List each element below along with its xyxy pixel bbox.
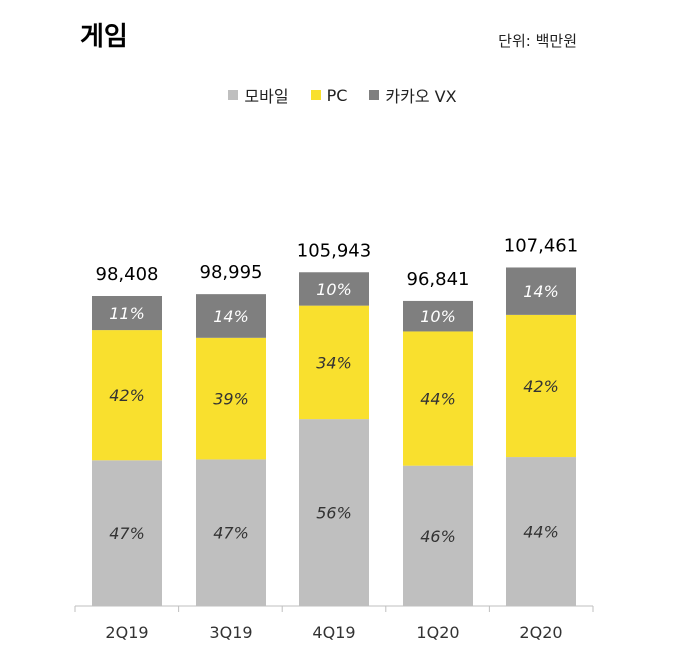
total-label-1q20: 96,841 [407, 269, 470, 290]
segment-label-pc-3q19: 39% [213, 390, 249, 409]
bar-segment-mobile-2q20 [506, 457, 576, 606]
legend-swatch-kakao-vx [369, 90, 380, 100]
total-label-2q20: 107,461 [504, 235, 578, 256]
legend-item-kakao-vx: 카카오 VX [369, 83, 457, 107]
total-label-3q19: 98,995 [200, 262, 263, 283]
chart-title: 게임 [80, 22, 128, 52]
legend: 모바일 PC 카카오 VX [0, 83, 685, 107]
segment-label-mobile-4q19: 56% [316, 504, 352, 523]
bar-segment-mobile-4q19 [299, 419, 369, 606]
segment-label-mobile-3q19: 47% [213, 524, 249, 543]
total-label-2q19: 98,408 [96, 264, 159, 285]
segment-label-kakao-vx-4q19: 10% [316, 280, 352, 299]
x-tick-label-2q20: 2Q20 [519, 623, 562, 642]
segment-label-kakao-vx-2q19: 11% [109, 304, 145, 323]
bar-segment-kakao-vx-4q19 [299, 272, 369, 306]
bar-segment-mobile-1q20 [403, 465, 473, 606]
bar-segment-mobile-3q19 [196, 459, 266, 606]
segment-label-mobile-1q20: 46% [420, 527, 456, 546]
legend-item-mobile: 모바일 [228, 83, 289, 107]
segment-label-kakao-vx-1q20: 10% [420, 307, 456, 326]
bar-segment-pc-1q20 [403, 331, 473, 466]
bar-segment-pc-2q19 [92, 330, 162, 461]
legend-swatch-mobile [228, 90, 239, 100]
segment-label-pc-2q19: 42% [109, 386, 145, 405]
x-tick-label-3q19: 3Q19 [209, 623, 252, 642]
bar-segment-pc-2q20 [506, 314, 576, 458]
legend-label-kakao-vx: 카카오 VX [385, 87, 457, 106]
x-tick-label-4q19: 4Q19 [312, 623, 355, 642]
segment-label-mobile-2q19: 47% [109, 524, 145, 543]
bar-segment-pc-3q19 [196, 337, 266, 460]
x-tick-label-1q20: 1Q20 [416, 623, 459, 642]
x-tick-label-2q19: 2Q19 [105, 623, 148, 642]
bar-segment-pc-4q19 [299, 305, 369, 420]
unit-label: 단위: 백만원 [498, 32, 577, 50]
segment-label-pc-1q20: 44% [420, 390, 456, 409]
legend-label-pc: PC [326, 85, 348, 105]
bar-segment-kakao-vx-1q20 [403, 300, 473, 332]
bar-segment-kakao-vx-3q19 [196, 294, 266, 338]
segment-label-pc-4q19: 34% [316, 353, 352, 372]
segment-label-kakao-vx-2q20: 14% [523, 282, 559, 301]
legend-swatch-pc [310, 90, 321, 100]
legend-label-mobile: 모바일 [244, 87, 289, 106]
bar-segment-kakao-vx-2q20 [506, 267, 576, 315]
bar-segment-kakao-vx-2q19 [92, 296, 162, 331]
segment-label-mobile-2q20: 44% [523, 523, 559, 542]
segment-label-kakao-vx-3q19: 14% [213, 307, 249, 326]
bar-segment-mobile-2q19 [92, 460, 162, 606]
legend-item-pc: PC [310, 83, 348, 107]
total-label-4q19: 105,943 [297, 240, 371, 261]
segment-label-pc-2q20: 42% [523, 377, 559, 396]
